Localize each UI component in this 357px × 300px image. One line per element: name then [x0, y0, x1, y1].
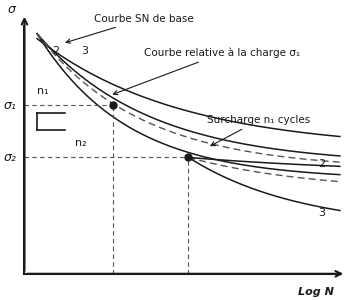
Text: σ₂: σ₂	[4, 151, 16, 164]
Text: σ: σ	[8, 3, 16, 16]
Text: 2: 2	[52, 46, 60, 56]
Text: Log N: Log N	[298, 287, 333, 297]
Text: 2: 2	[318, 159, 325, 169]
Text: Surcharge n₁ cycles: Surcharge n₁ cycles	[207, 115, 311, 146]
Text: Courbe SN de base: Courbe SN de base	[66, 14, 193, 43]
Text: Courbe relative à la charge σ₁: Courbe relative à la charge σ₁	[114, 48, 301, 94]
Text: 3: 3	[81, 46, 88, 56]
Text: n₁: n₁	[37, 85, 49, 95]
Text: σ₁: σ₁	[4, 99, 16, 112]
Text: 3: 3	[318, 208, 325, 218]
Text: n₂: n₂	[75, 137, 86, 148]
